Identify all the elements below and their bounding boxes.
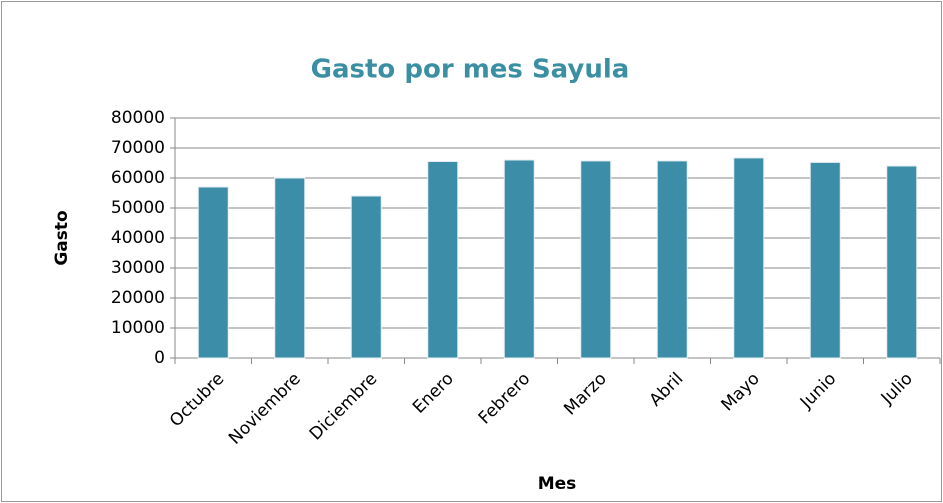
bar <box>503 159 535 359</box>
bar <box>809 161 841 359</box>
y-tick-label: 30000 <box>111 258 165 278</box>
y-tick-label: 0 <box>154 348 165 368</box>
y-tick-label: 20000 <box>111 288 165 308</box>
bar <box>656 160 688 359</box>
bar <box>427 161 459 359</box>
y-tick-label: 80000 <box>111 108 165 128</box>
y-tick-label: 40000 <box>111 228 165 248</box>
x-axis-title: Mes <box>538 474 577 494</box>
bar <box>580 160 612 359</box>
bar <box>197 186 229 359</box>
y-axis-title: Gasto <box>52 210 72 265</box>
bar <box>350 195 382 359</box>
bar <box>733 157 765 359</box>
y-tick-label: 60000 <box>111 168 165 188</box>
bar <box>886 165 918 359</box>
y-tick-label: 70000 <box>111 138 165 158</box>
y-tick-label: 10000 <box>111 318 165 338</box>
bar <box>274 177 306 359</box>
y-tick-label: 50000 <box>111 198 165 218</box>
chart-title: Gasto por mes Sayula <box>311 55 630 85</box>
